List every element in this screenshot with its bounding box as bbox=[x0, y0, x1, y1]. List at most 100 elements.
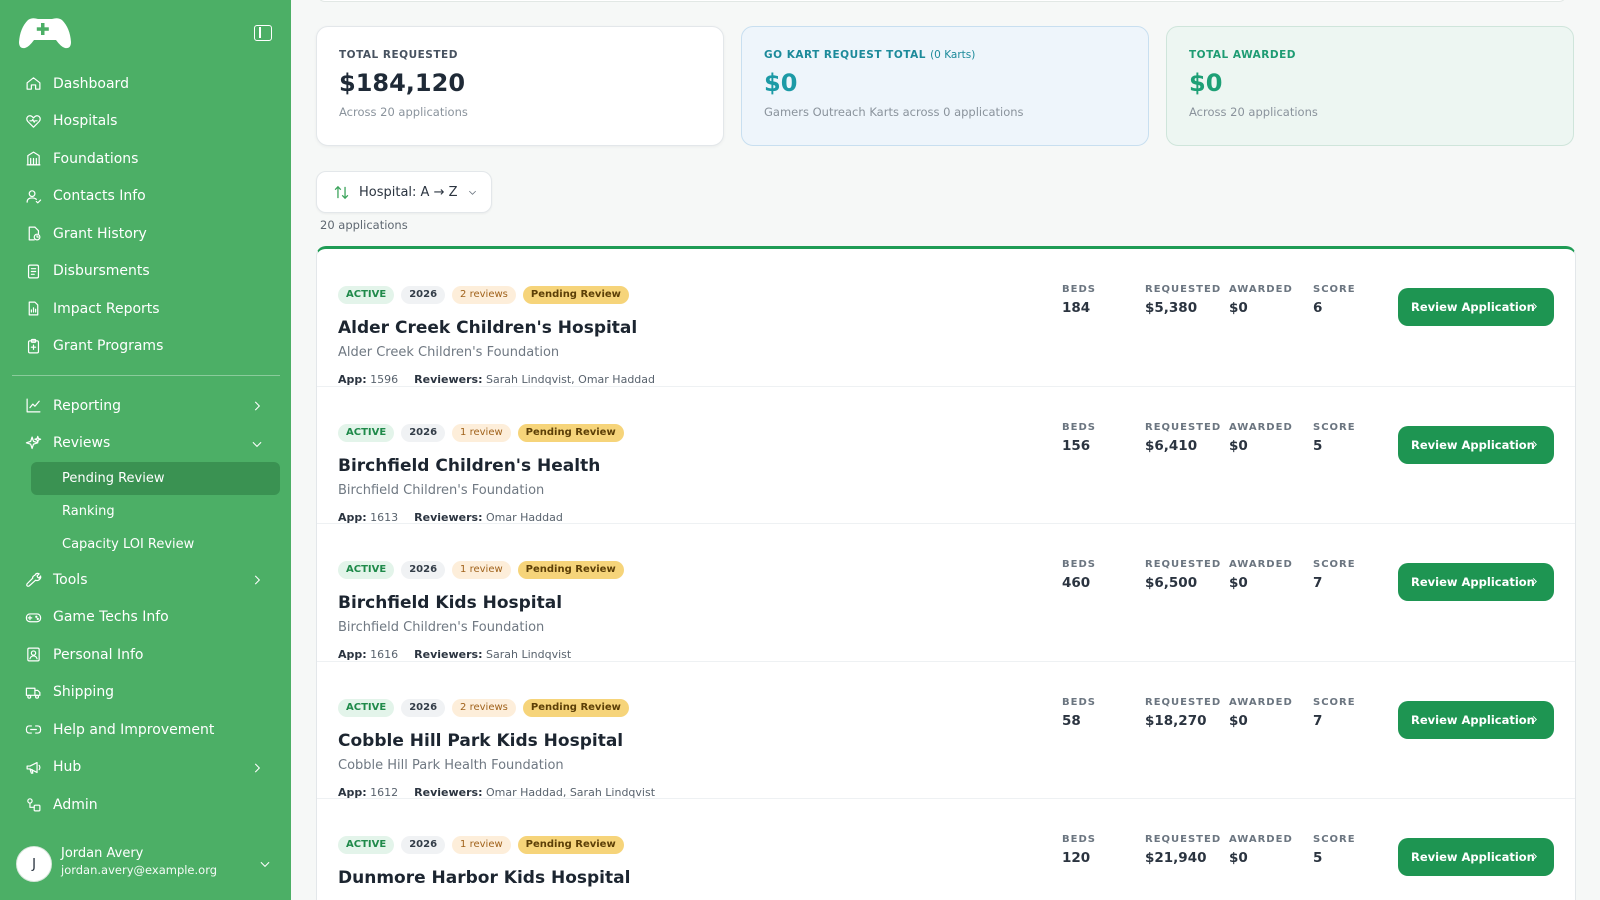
sidebar-item-dashboard[interactable]: Dashboard bbox=[12, 65, 280, 103]
column-header: SCORE bbox=[1313, 834, 1356, 845]
chevron-down-icon[interactable] bbox=[258, 856, 272, 870]
requested-column: REQUESTED $6,410 bbox=[1145, 422, 1221, 454]
sidebar-item-game-techs-info[interactable]: Game Techs Info bbox=[12, 599, 280, 637]
status-badge: ACTIVE bbox=[338, 286, 395, 304]
app-label: App: bbox=[338, 648, 367, 661]
reviews-badge: 2 reviews bbox=[452, 698, 516, 717]
heart-icon bbox=[24, 112, 42, 130]
year-badge: 2026 bbox=[401, 423, 446, 442]
hospital-name: Birchfield Children's Health bbox=[338, 455, 601, 476]
avatar: J bbox=[16, 846, 52, 882]
sidebar-divider bbox=[12, 375, 280, 376]
hospital-name: Alder Creek Children's Hospital bbox=[338, 318, 638, 338]
badge-group: ACTIVE 2026 1 review Pending Review bbox=[338, 561, 624, 579]
hospital-name: Birchfield Kids Hospital bbox=[338, 593, 563, 613]
sidebar-item-admin[interactable]: Admin bbox=[12, 786, 280, 824]
stat-total-requested: TOTAL REQUESTED $184,120 Across 20 appli… bbox=[316, 26, 724, 146]
sidebar-subitem-capacity-loi-review[interactable]: Capacity LOI Review bbox=[62, 537, 195, 552]
score-value: 7 bbox=[1313, 575, 1323, 591]
sort-label: Hospital: A → Z bbox=[359, 184, 458, 200]
beds-column: BEDS 58 bbox=[1062, 697, 1096, 729]
user-email: jordan.avery@example.org bbox=[61, 863, 218, 877]
column-header: AWARDED bbox=[1229, 284, 1293, 295]
stat-label: GO KART REQUEST TOTAL (0 Karts) bbox=[764, 49, 1126, 61]
contact-icon bbox=[24, 187, 42, 205]
review-application-button[interactable]: Review Application bbox=[1398, 288, 1554, 326]
wrench-icon bbox=[24, 571, 42, 589]
sidebar-item-tools[interactable]: Tools bbox=[12, 561, 280, 599]
column-header: REQUESTED bbox=[1145, 559, 1222, 570]
megaphone-icon bbox=[24, 758, 42, 776]
score-column: SCORE 6 bbox=[1313, 284, 1356, 316]
column-header: REQUESTED bbox=[1145, 834, 1222, 845]
beds-value: 460 bbox=[1062, 575, 1091, 591]
sidebar-item-impact-reports[interactable]: Impact Reports bbox=[12, 290, 280, 328]
sidebar-item-contacts-info[interactable]: Contacts Info bbox=[12, 178, 280, 216]
stat-label: TOTAL AWARDED bbox=[1189, 49, 1296, 61]
gamepad-logo-icon[interactable] bbox=[18, 16, 72, 50]
beds-value: 58 bbox=[1062, 712, 1081, 729]
top-card-edge bbox=[317, 0, 1567, 2]
sidebar-item-grant-programs[interactable]: Grant Programs bbox=[12, 328, 280, 366]
column-header: BEDS bbox=[1062, 284, 1096, 295]
column-header: SCORE bbox=[1313, 696, 1356, 708]
sidebar-item-label: Reporting bbox=[53, 397, 122, 414]
badge-group: ACTIVE 2026 2 reviews Pending Review bbox=[338, 698, 629, 717]
sidebar-item-personal-info[interactable]: Personal Info bbox=[12, 636, 280, 674]
chevron-right-icon bbox=[1532, 440, 1537, 448]
chevron-right-icon bbox=[250, 573, 264, 587]
chevron-right-icon bbox=[1532, 577, 1537, 586]
button-label: Review Application bbox=[1411, 437, 1535, 452]
review-application-button[interactable]: Review Application bbox=[1398, 425, 1554, 464]
application-row: ACTIVE 2026 2 reviews Pending Review Cob… bbox=[317, 662, 1575, 799]
sidebar-item-reviews[interactable]: Reviews bbox=[12, 425, 280, 463]
stat-note: Across 20 applications bbox=[1189, 105, 1318, 119]
stat-label-text: GO KART REQUEST TOTAL bbox=[764, 49, 926, 61]
column-header: SCORE bbox=[1313, 559, 1356, 570]
building-icon bbox=[24, 150, 42, 168]
column-header: BEDS bbox=[1062, 696, 1096, 708]
application-meta: App: 1612 Reviewers: Omar Haddad, Sarah L… bbox=[338, 786, 655, 799]
button-label: Review Application bbox=[1411, 712, 1535, 727]
sidebar-item-label: Tools bbox=[53, 571, 88, 588]
chevron-right-icon bbox=[250, 399, 264, 413]
stat-label-sub: (0 Karts) bbox=[930, 49, 976, 61]
sidebar-item-foundations[interactable]: Foundations bbox=[12, 140, 280, 178]
foundation-name: Birchfield Children's Foundation bbox=[338, 620, 545, 635]
app-number: 1613 bbox=[370, 510, 399, 524]
badge-group: ACTIVE 2026 2 reviews Pending Review bbox=[338, 286, 629, 304]
sidebar-item-shipping[interactable]: Shipping bbox=[12, 674, 280, 712]
requested-column: REQUESTED $21,940 bbox=[1145, 834, 1221, 866]
sidebar-item-grant-history[interactable]: Grant History bbox=[12, 215, 280, 253]
sidebar-item-hub[interactable]: Hub bbox=[12, 749, 280, 787]
sidebar-item-help-and-improvement[interactable]: Help and Improvement bbox=[12, 711, 280, 749]
sidebar-item-label: Game Techs Info bbox=[53, 609, 169, 626]
sidebar-item-disbursments[interactable]: Disbursments bbox=[12, 253, 280, 291]
review-application-button[interactable]: Review Application bbox=[1398, 700, 1554, 739]
document-icon bbox=[24, 262, 42, 280]
sidebar-subitem-pending-review[interactable]: Pending Review bbox=[31, 462, 280, 495]
application-meta: App: 1613 Reviewers: Omar Haddad bbox=[338, 511, 563, 524]
awarded-value: $0 bbox=[1229, 437, 1248, 454]
review-application-button[interactable]: Review Application bbox=[1398, 563, 1554, 601]
app-label: App: bbox=[338, 510, 367, 524]
chevron-right-icon bbox=[1532, 302, 1537, 311]
sidebar-item-reporting[interactable]: Reporting bbox=[12, 387, 280, 425]
user-menu[interactable]: J Jordan Avery jordan.avery@example.org bbox=[0, 838, 291, 900]
year-badge: 2026 bbox=[401, 698, 446, 717]
sidebar-item-label: Hub bbox=[53, 759, 82, 776]
review-application-button[interactable]: Review Application bbox=[1398, 838, 1554, 876]
chevron-down-icon bbox=[250, 437, 264, 451]
application-row: ACTIVE 2026 2 reviews Pending Review Ald… bbox=[317, 249, 1575, 387]
reviewers-label: Reviewers: bbox=[414, 648, 483, 661]
stat-note: Gamers Outreach Karts across 0 applicati… bbox=[764, 105, 1024, 119]
sort-dropdown[interactable]: Hospital: A → Z bbox=[316, 171, 492, 213]
chart-line-icon bbox=[24, 397, 42, 415]
sidebar: Dashboard Hospitals Foundations Contacts… bbox=[0, 0, 291, 900]
sidebar-item-hospitals[interactable]: Hospitals bbox=[12, 103, 280, 141]
foundation-name: Alder Creek Children's Foundation bbox=[338, 345, 560, 360]
sidebar-subitem-ranking[interactable]: Ranking bbox=[62, 504, 115, 519]
awarded-value: $0 bbox=[1229, 300, 1248, 316]
chevron-down-icon bbox=[467, 187, 478, 198]
sidebar-collapse-icon[interactable] bbox=[254, 25, 272, 41]
